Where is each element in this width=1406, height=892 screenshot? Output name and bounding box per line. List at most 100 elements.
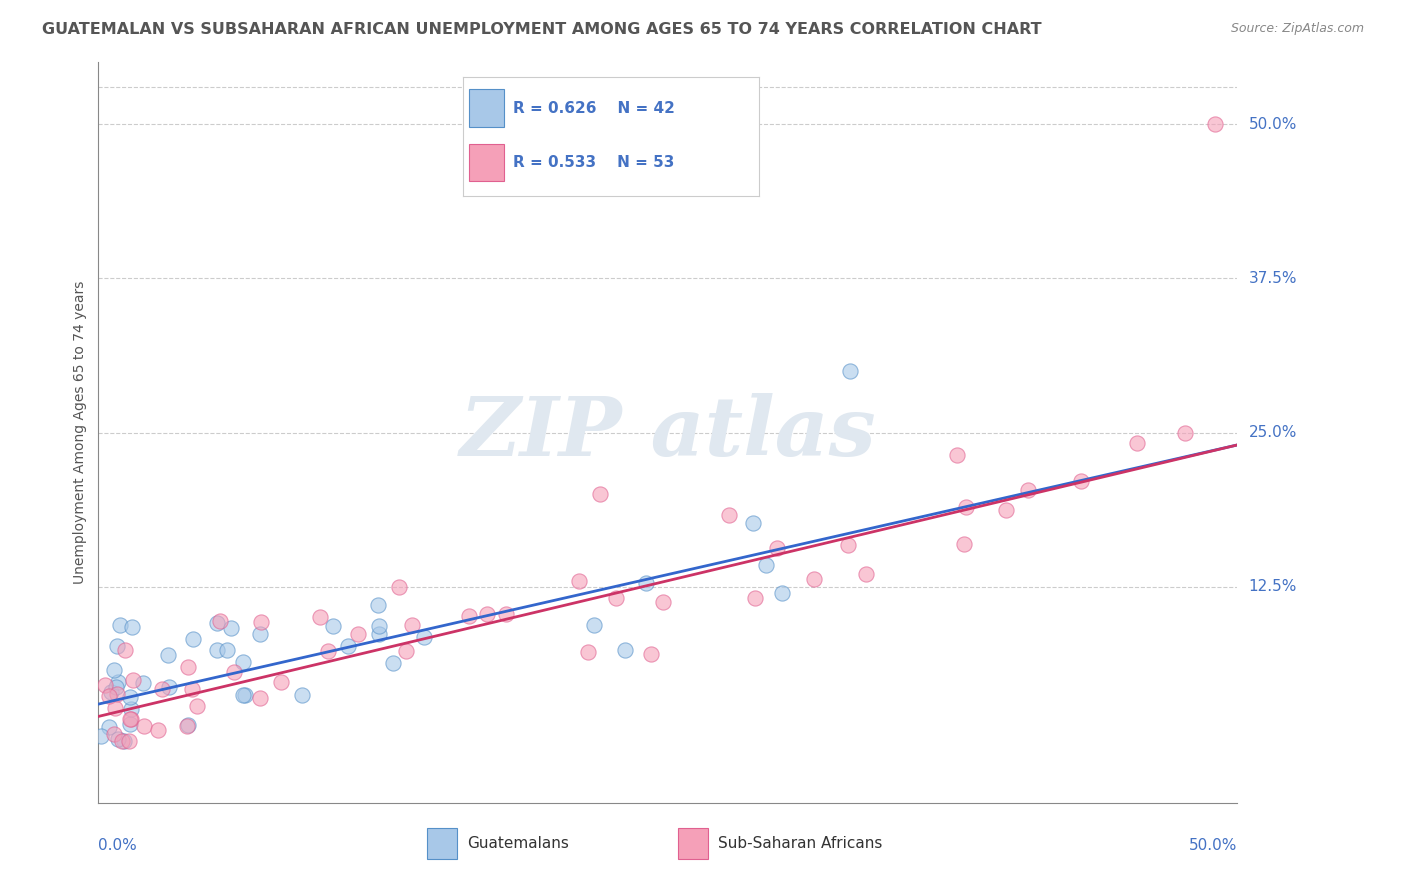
Point <box>308 609 330 624</box>
Point <box>803 572 825 586</box>
Point <box>588 487 610 501</box>
Point <box>401 617 423 632</box>
Point <box>855 567 877 582</box>
Point <box>367 598 389 612</box>
Point <box>98 690 121 704</box>
Point <box>953 536 976 550</box>
Point <box>613 642 636 657</box>
Point <box>458 608 481 623</box>
Point <box>120 717 142 731</box>
Text: Source: ZipAtlas.com: Source: ZipAtlas.com <box>1230 22 1364 36</box>
Text: 12.5%: 12.5% <box>1249 580 1296 594</box>
Point <box>651 594 673 608</box>
Point <box>107 675 129 690</box>
Point <box>741 516 763 531</box>
Point <box>388 581 411 595</box>
Text: 50.0%: 50.0% <box>1189 838 1237 853</box>
Point <box>1174 425 1197 440</box>
Point <box>121 620 143 634</box>
Point <box>755 558 778 572</box>
Point <box>475 607 498 622</box>
Point <box>110 618 132 632</box>
Point <box>118 734 141 748</box>
Point <box>249 615 271 629</box>
Point <box>837 538 859 552</box>
Point <box>413 630 436 644</box>
Point <box>157 680 180 694</box>
Point <box>946 448 969 462</box>
Text: 0.0%: 0.0% <box>98 838 138 853</box>
Point <box>148 723 170 738</box>
Text: ZIP atlas: ZIP atlas <box>460 392 876 473</box>
Point <box>232 688 254 702</box>
Point <box>104 701 127 715</box>
Point <box>291 688 314 702</box>
Point <box>995 503 1018 517</box>
Point <box>120 712 142 726</box>
Point <box>118 690 141 705</box>
Point <box>605 591 627 606</box>
Point <box>367 619 389 633</box>
Point <box>183 632 205 646</box>
Point <box>208 614 231 628</box>
Point <box>1070 475 1092 489</box>
Point <box>770 586 793 600</box>
Point <box>112 734 135 748</box>
Point <box>634 576 657 591</box>
Point <box>224 665 246 679</box>
Point <box>766 541 789 556</box>
Point <box>270 674 292 689</box>
Point <box>568 574 591 589</box>
Text: 25.0%: 25.0% <box>1249 425 1296 440</box>
Point <box>97 720 120 734</box>
Point <box>181 682 204 697</box>
Point <box>111 734 134 748</box>
Point <box>105 687 128 701</box>
Point <box>177 660 200 674</box>
Point <box>495 607 517 621</box>
Point <box>186 699 208 714</box>
Point <box>114 643 136 657</box>
Point <box>1204 117 1226 131</box>
Point <box>105 680 128 694</box>
Point <box>395 644 418 658</box>
Point <box>90 729 112 743</box>
Point <box>249 627 271 641</box>
Point <box>1125 435 1147 450</box>
Point <box>132 719 155 733</box>
Text: 50.0%: 50.0% <box>1249 117 1296 132</box>
Point <box>1017 483 1039 497</box>
Point <box>316 644 339 658</box>
Point <box>717 508 740 523</box>
Point <box>120 701 142 715</box>
Point <box>576 645 599 659</box>
Point <box>322 619 344 633</box>
Y-axis label: Unemployment Among Ages 65 to 74 years: Unemployment Among Ages 65 to 74 years <box>73 281 87 584</box>
Point <box>107 732 129 747</box>
Point <box>105 639 128 653</box>
Point <box>582 618 605 632</box>
Point <box>205 615 228 630</box>
Text: GUATEMALAN VS SUBSAHARAN AFRICAN UNEMPLOYMENT AMONG AGES 65 TO 74 YEARS CORRELAT: GUATEMALAN VS SUBSAHARAN AFRICAN UNEMPLO… <box>42 22 1042 37</box>
Point <box>744 591 766 605</box>
Point <box>640 648 662 662</box>
Point <box>132 676 155 690</box>
Point <box>177 717 200 731</box>
Point <box>100 685 122 699</box>
Point <box>219 621 242 635</box>
Point <box>103 663 125 677</box>
Point <box>955 500 977 514</box>
Point <box>336 639 359 653</box>
Point <box>368 627 391 641</box>
Point <box>839 364 862 378</box>
Point <box>176 719 198 733</box>
Point <box>382 656 405 670</box>
Point <box>205 642 228 657</box>
Point <box>232 655 254 669</box>
Point <box>103 726 125 740</box>
Point <box>249 691 271 706</box>
Text: 37.5%: 37.5% <box>1249 271 1296 285</box>
Point <box>122 673 145 688</box>
Point <box>150 682 173 697</box>
Point <box>233 689 256 703</box>
